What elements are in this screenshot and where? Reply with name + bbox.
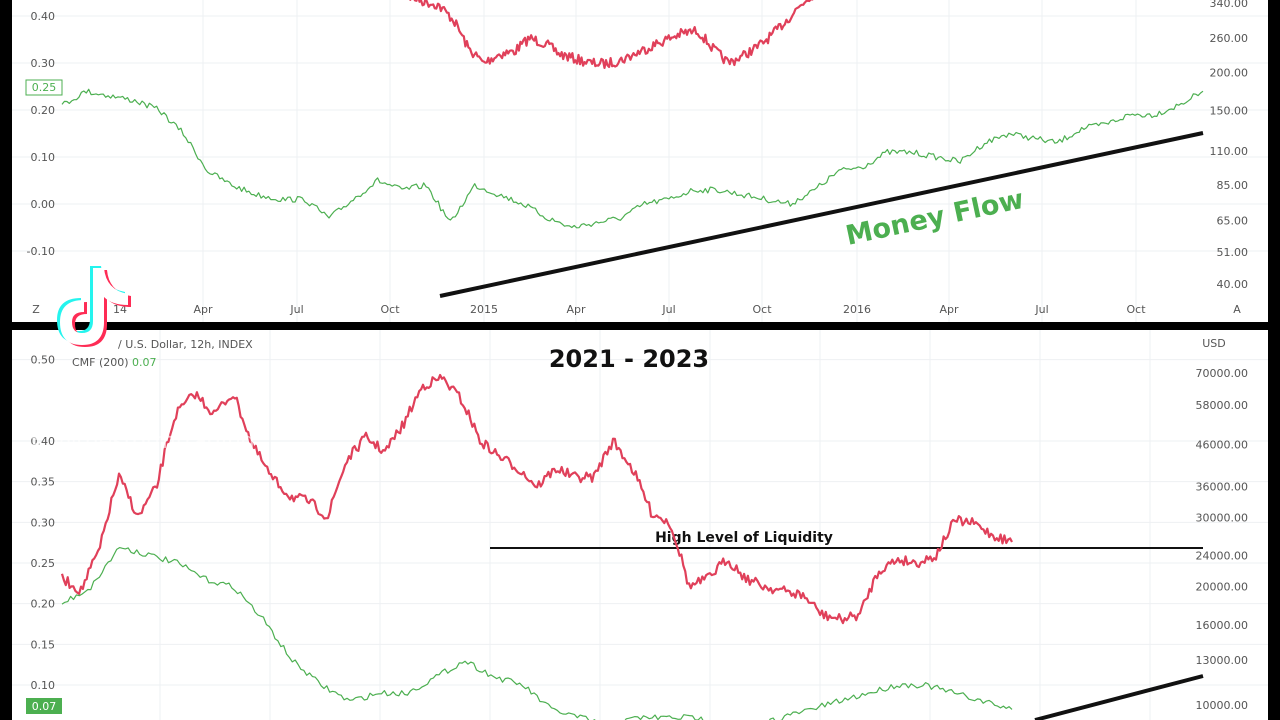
tiktok-watermark: TikTok @thestormtrading [24,266,255,454]
y-right-tick-label: 36000.00 [1196,480,1249,493]
x-tick-label: Apr [939,303,959,316]
y-right-tick-label: 85.00 [1217,179,1249,192]
top-series-group [61,0,1204,229]
y-right-tick-label: 65.00 [1217,214,1249,227]
bottom-chart-title: 2021 - 2023 [549,345,709,373]
y-left-tick-label: 0.10 [31,151,56,164]
bottom-chart-panel: 0.100.150.200.250.300.350.400.50 10000.0… [12,330,1268,720]
x-tick-label: Oct [380,303,400,316]
y-right-tick-label: 16000.00 [1196,619,1249,632]
x-tick-label: Jul [1034,303,1048,316]
y-right-tick-label: 70000.00 [1196,367,1249,380]
liquidity-annotation: High Level of Liquidity [655,530,833,546]
top-x-axis: 14 Apr Jul Oct 2015 Apr Jul Oct 2016 Apr Jul Oct [113,303,1146,316]
y-right-tick-label: 110.00 [1210,145,1249,158]
y-right-tick-label: 46000.00 [1196,439,1249,452]
indicator-value: 0.07 [132,356,157,369]
bottom-last-value-text: 0.07 [32,700,57,713]
tiktok-brand-text: TikTok [24,369,147,409]
price-series-line [60,373,1013,625]
y-left-tick-label: 0.35 [31,476,56,489]
user-icon [25,428,47,450]
x-tick-label: 2015 [470,303,498,316]
bottom-trendline [1034,674,1204,720]
currency-label: USD [1202,337,1226,350]
x-tick-label: Oct [1126,303,1146,316]
y-right-tick-label: 150.00 [1210,104,1249,117]
y-right-tick-label: 58000.00 [1196,399,1249,412]
x-tick-label: Apr [566,303,586,316]
y-right-tick-label: 200.00 [1210,67,1249,80]
y-left-tick-label: -0.10 [27,245,55,258]
symbol-legend: / U.S. Dollar, 12h, INDEX [118,338,253,351]
y-right-tick-label: 340.00 [1210,0,1249,10]
y-right-tick-label: 40.00 [1217,278,1249,291]
y-left-tick-label: 0.15 [31,638,56,651]
tiktok-logo-icon [57,266,131,347]
y-right-tick-label: 24000.00 [1196,550,1249,563]
y-right-tick-label: 13000.00 [1196,654,1249,667]
top-last-value-badge: 0.25 [25,79,63,96]
y-left-tick-label: 0.20 [31,598,56,611]
y-right-tick-label: 30000.00 [1196,512,1249,525]
price-series-line [409,0,814,70]
indicator-label: CMF (200) [72,356,129,369]
y-right-tick-label: 20000.00 [1196,581,1249,594]
bottom-left-axis: 0.100.150.200.250.300.350.400.50 [31,354,56,692]
y-left-tick-label: 0.25 [31,557,56,570]
y-left-tick-label: 0.10 [31,679,56,692]
top-chart-panel: -0.10 0.00 0.10 0.20 0.30 0.40 40.00 51.00 65.0… [12,0,1268,322]
y-left-tick-label: 0.50 [31,354,56,367]
top-trendline [439,131,1204,298]
bottom-last-value-badge: 0.07 [26,698,62,714]
x-tick-label: Apr [193,303,213,316]
y-right-tick-label: 51.00 [1217,246,1249,259]
top-corner-left-label: Z [32,303,40,316]
top-corner-right-label: A [1233,303,1241,316]
bottom-right-axis: 10000.00 13000.00 16000.00 20000.00 24000.00… [1196,367,1249,712]
bottom-chart-grid [12,330,1268,720]
panel-divider [0,322,1280,330]
x-tick-label: 2016 [843,303,871,316]
bottom-chart-background [12,330,1268,720]
bottom-series-group [60,373,1013,720]
top-left-axis: -0.10 0.00 0.10 0.20 0.30 0.40 [27,10,55,258]
y-left-tick-label: 0.00 [31,198,56,211]
top-right-axis: 40.00 51.00 65.00 85.00 110.00 150.00 200.00 26… [1210,0,1249,291]
money-flow-series-line [61,88,1204,229]
y-left-tick-label: 0.30 [31,57,56,70]
x-tick-label: Jul [661,303,675,316]
y-left-tick-label: 0.20 [31,104,56,117]
money-flow-series-line [61,546,1013,720]
y-left-tick-label: 0.40 [31,10,56,23]
tiktok-username: @thestormtrading [54,429,255,454]
x-tick-label: Jul [289,303,303,316]
top-last-value-text: 0.25 [32,81,57,94]
y-right-tick-label: 260.00 [1210,32,1249,45]
y-right-tick-label: 10000.00 [1196,699,1249,712]
x-tick-label: Oct [752,303,772,316]
y-left-tick-label: 0.30 [31,516,56,529]
